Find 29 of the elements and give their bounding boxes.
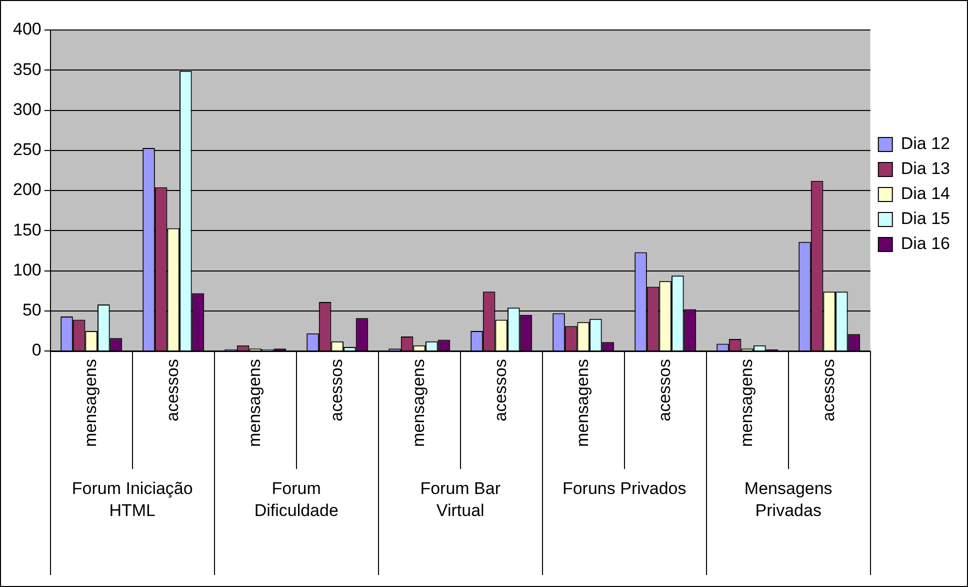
legend-label: Dia 14 — [900, 184, 950, 204]
x-tick-label: mensagens — [573, 359, 592, 447]
legend-label: Dia 15 — [900, 209, 950, 228]
text: Forum Dificuldade — [254, 479, 338, 520]
text: Forum Bar Virtual — [420, 479, 501, 520]
text: Forum Iniciação HTML — [72, 479, 193, 520]
x-tick-label: mensagens — [245, 359, 264, 447]
x-tick-label: mensagens — [81, 359, 100, 447]
legend-label: Dia 13 — [900, 159, 950, 178]
x-tick-label: acessos — [491, 359, 510, 422]
x-tick-label: acessos — [819, 359, 838, 422]
y-tick-label: 0 — [32, 340, 42, 360]
text: Mensagens Privadas — [744, 479, 832, 520]
legend-label: Dia 12 — [900, 134, 950, 154]
y-tick-label: 50 — [22, 300, 42, 320]
x-tick-label: acessos — [163, 359, 182, 422]
y-tick-label: 150 — [12, 220, 42, 240]
legend-label: Dia 16 — [900, 234, 950, 254]
x-tick-label: mensagens — [737, 359, 756, 447]
x-tick-label: mensagens — [409, 359, 428, 447]
y-tick-label: 200 — [12, 180, 42, 200]
y-tick-label: 300 — [12, 100, 42, 119]
x-tick-label: acessos — [655, 359, 674, 422]
y-tick-label: 250 — [12, 140, 42, 160]
x-tick-label: acessos — [327, 359, 346, 422]
text: Foruns Privados — [562, 479, 686, 498]
y-tick-label: 350 — [12, 60, 42, 79]
y-tick-label: 100 — [12, 260, 42, 280]
y-tick-label: 400 — [12, 20, 42, 39]
